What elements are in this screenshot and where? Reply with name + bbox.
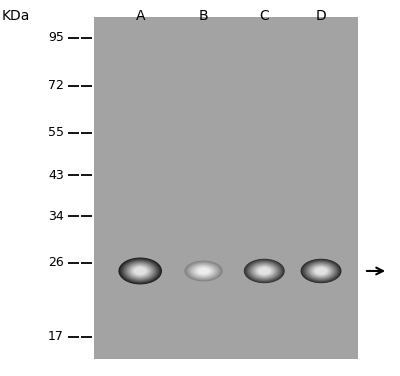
Ellipse shape <box>192 265 215 277</box>
Ellipse shape <box>129 264 151 277</box>
Ellipse shape <box>251 263 278 279</box>
Text: 43: 43 <box>48 169 64 182</box>
Ellipse shape <box>303 260 339 282</box>
Ellipse shape <box>125 261 156 280</box>
Ellipse shape <box>193 265 214 277</box>
Ellipse shape <box>131 265 149 276</box>
Ellipse shape <box>309 264 333 278</box>
Ellipse shape <box>310 264 332 277</box>
Ellipse shape <box>190 264 217 278</box>
Ellipse shape <box>124 261 156 281</box>
Ellipse shape <box>250 262 279 280</box>
Ellipse shape <box>127 262 154 279</box>
Ellipse shape <box>197 268 210 274</box>
Text: C: C <box>260 9 269 23</box>
Ellipse shape <box>311 265 331 277</box>
Text: 26: 26 <box>48 256 64 269</box>
Ellipse shape <box>257 267 272 276</box>
Text: 55: 55 <box>48 126 64 139</box>
Ellipse shape <box>300 259 342 283</box>
Ellipse shape <box>304 261 338 281</box>
Ellipse shape <box>308 263 334 279</box>
Text: D: D <box>316 9 326 23</box>
Ellipse shape <box>258 267 271 275</box>
Ellipse shape <box>191 264 216 278</box>
Ellipse shape <box>186 261 221 280</box>
Text: 95: 95 <box>48 31 64 44</box>
Ellipse shape <box>128 263 153 279</box>
Ellipse shape <box>306 262 336 280</box>
Ellipse shape <box>246 260 282 282</box>
Ellipse shape <box>188 262 220 280</box>
Ellipse shape <box>258 267 270 274</box>
Ellipse shape <box>244 259 285 283</box>
Ellipse shape <box>195 266 212 276</box>
Ellipse shape <box>121 259 159 283</box>
Ellipse shape <box>254 265 274 277</box>
Ellipse shape <box>255 265 274 276</box>
Ellipse shape <box>312 265 330 276</box>
Ellipse shape <box>187 262 220 280</box>
Ellipse shape <box>314 267 329 276</box>
Ellipse shape <box>120 259 160 283</box>
Ellipse shape <box>192 265 216 277</box>
Ellipse shape <box>247 261 281 281</box>
Ellipse shape <box>184 261 223 281</box>
Ellipse shape <box>252 263 277 279</box>
Ellipse shape <box>249 262 280 280</box>
Ellipse shape <box>302 259 341 283</box>
Ellipse shape <box>123 260 158 282</box>
Text: A: A <box>136 9 145 23</box>
Ellipse shape <box>118 258 162 284</box>
Ellipse shape <box>248 261 280 280</box>
Ellipse shape <box>134 267 146 275</box>
Ellipse shape <box>313 266 330 276</box>
Ellipse shape <box>133 267 147 275</box>
Ellipse shape <box>194 266 213 276</box>
Ellipse shape <box>246 260 283 282</box>
Ellipse shape <box>198 268 209 274</box>
Text: B: B <box>199 9 208 23</box>
Ellipse shape <box>308 263 335 279</box>
Ellipse shape <box>132 266 148 276</box>
Ellipse shape <box>315 267 327 274</box>
Ellipse shape <box>130 265 150 277</box>
Ellipse shape <box>189 263 218 279</box>
Ellipse shape <box>185 261 222 281</box>
Ellipse shape <box>122 260 158 282</box>
Bar <box>94 17 358 359</box>
Ellipse shape <box>196 267 211 275</box>
Text: 17: 17 <box>48 330 64 343</box>
Text: KDa: KDa <box>2 9 30 23</box>
Ellipse shape <box>314 267 328 275</box>
Ellipse shape <box>128 264 152 278</box>
Text: 34: 34 <box>48 209 64 223</box>
Text: 72: 72 <box>48 79 64 92</box>
Ellipse shape <box>196 267 212 275</box>
Ellipse shape <box>119 258 161 284</box>
Ellipse shape <box>306 262 336 280</box>
Ellipse shape <box>305 261 337 280</box>
Ellipse shape <box>126 262 155 280</box>
Ellipse shape <box>252 264 276 278</box>
Ellipse shape <box>253 264 275 277</box>
Ellipse shape <box>256 266 273 276</box>
Ellipse shape <box>302 260 340 282</box>
Ellipse shape <box>188 263 219 279</box>
Ellipse shape <box>245 259 284 283</box>
